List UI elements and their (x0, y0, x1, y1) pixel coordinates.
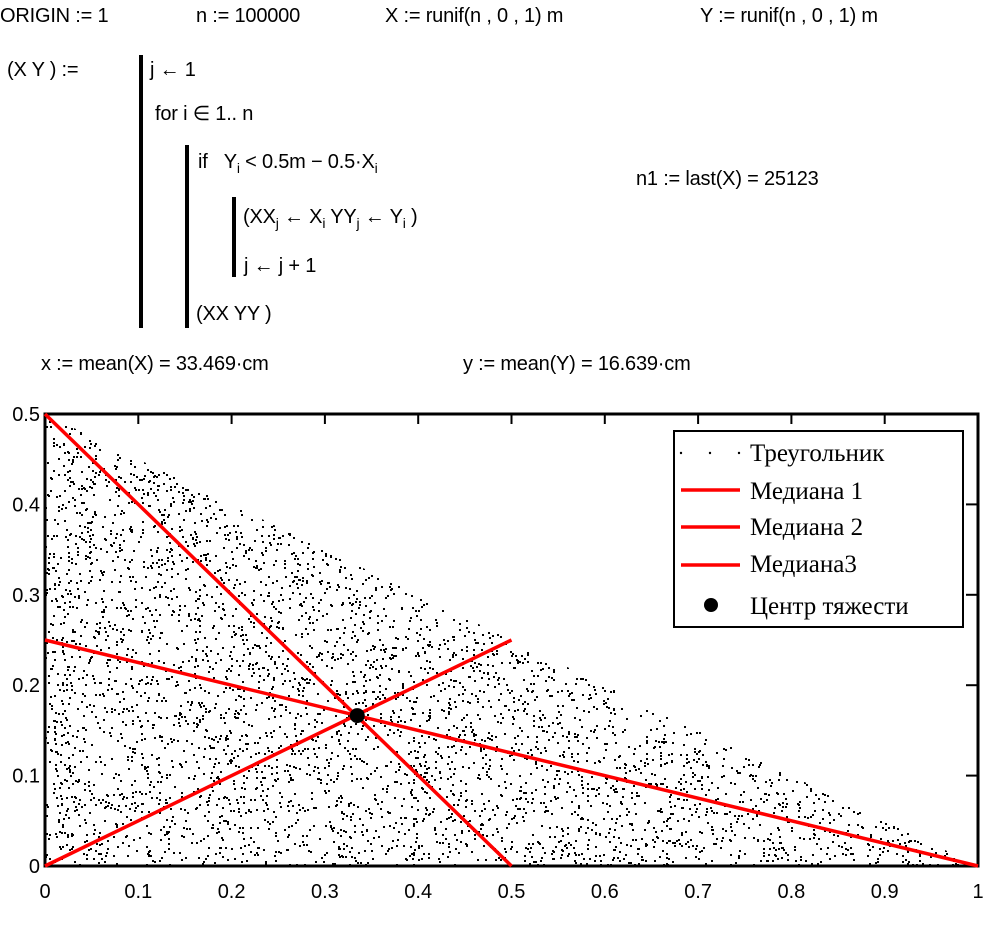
legend-label: Треугольник (750, 440, 885, 467)
filled-circle-icon (704, 598, 718, 612)
assign-y: ← Y (359, 206, 403, 228)
legend-item-centroid[interactable]: Центр тяжести (704, 593, 909, 620)
program-outer-bar (139, 55, 143, 328)
legend-box (673, 430, 964, 628)
program-line-assign[interactable]: (XXj ← Xi YYj ← Yi ) (243, 205, 418, 231)
y-tick-label: 0 (29, 856, 40, 878)
legend-label: Медиана 2 (750, 514, 863, 541)
program-line-increment[interactable]: j ← j + 1 (244, 255, 317, 277)
x-tick-label: 0.8 (777, 881, 805, 903)
x-tick-label: 1 (972, 881, 983, 903)
dot-icon (708, 451, 712, 455)
assign-yy-index: j (356, 215, 360, 231)
x-tick-label: 0.9 (871, 881, 899, 903)
x-definition[interactable]: X := runif(n , 0 , 1) m (385, 5, 564, 27)
y-definition[interactable]: Y := runif(n , 0 , 1) m (700, 5, 878, 27)
assign-xx-index: j (275, 215, 279, 231)
if-keyword: if (198, 151, 208, 173)
dot-icon (737, 451, 741, 455)
n-definition[interactable]: n := 100000 (196, 5, 301, 27)
y-axis-tick-labels: 0 0.1 0.2 0.3 0.4 0.5 (12, 404, 40, 878)
axis-ticks (44, 413, 979, 867)
program-if-body-bar (232, 197, 236, 277)
x-tick-label: 0.5 (498, 881, 526, 903)
program-line-return[interactable]: (XX YY ) (196, 303, 272, 325)
assign-yy: YY (325, 206, 357, 228)
if-cond-y-index: i (236, 160, 240, 176)
median-2-line (44, 638, 979, 868)
legend-item-median-2[interactable]: Медиана 2 (681, 514, 863, 541)
dot-icon (679, 451, 683, 455)
assign-y-index: i (402, 215, 406, 231)
legend-item-median-3[interactable]: Медиана3 (681, 551, 857, 578)
scatter-plot[interactable]: 0 0.1 0.2 0.3 0.4 0.5 0.6 0.7 0.8 0.9 1 0 0.1 0.2 0.3… (0, 404, 999, 921)
if-cond-y: Y (223, 151, 237, 173)
median-1-line (43, 412, 513, 868)
median-3-line (44, 638, 513, 868)
y-tick-label: 0.1 (12, 766, 40, 788)
if-cond-x-index: i (374, 160, 378, 176)
x-axis-tick-labels: 0 0.1 0.2 0.3 0.4 0.5 0.6 0.7 0.8 0.9 1 (39, 881, 983, 903)
program-line-if[interactable]: if Yi < 0.5m − 0.5·Xi (198, 150, 378, 176)
x-tick-label: 0.2 (218, 881, 246, 903)
center-of-gravity-marker (349, 708, 365, 724)
assign-close: ) (405, 206, 418, 228)
assign-x-index: i (322, 215, 326, 231)
x-tick-label: 0.4 (404, 881, 432, 903)
program-line-for[interactable]: for i ∈ 1.. n (155, 103, 254, 125)
program-line-init[interactable]: j ← 1 (150, 59, 196, 81)
legend[interactable]: Треугольник Медиана 1 Медиана 2 Медиана3… (673, 430, 964, 628)
x-tick-label: 0.3 (311, 881, 339, 903)
legend-label: Центр тяжести (750, 593, 909, 620)
legend-item-triangle[interactable]: Треугольник (679, 440, 885, 467)
x-tick-label: 0.6 (591, 881, 619, 903)
assign-xx: (XX (243, 206, 276, 228)
assign-x: ← X (278, 206, 323, 228)
y-tick-label: 0.2 (12, 675, 40, 697)
legend-label: Медиана3 (750, 551, 857, 578)
x-tick-label: 0.7 (684, 881, 712, 903)
x-tick-label: 0.1 (124, 881, 152, 903)
n1-result[interactable]: n1 := last(X) = 25123 (636, 168, 819, 190)
if-cond-rhs: < 0.5m − 0.5·X (239, 151, 375, 173)
y-tick-label: 0.4 (12, 494, 40, 516)
legend-item-median-1[interactable]: Медиана 1 (681, 478, 863, 505)
mean-y-result[interactable]: y := mean(Y) = 16.639·cm (463, 353, 691, 375)
y-tick-label: 0.3 (12, 585, 40, 607)
mean-x-result[interactable]: x := mean(X) = 33.469·cm (41, 353, 269, 375)
y-tick-label: 0.5 (12, 405, 40, 426)
origin-definition[interactable]: ORIGIN := 1 (0, 5, 109, 27)
legend-label: Медиана 1 (750, 478, 863, 505)
program-lhs[interactable]: (X Y ) := (7, 59, 79, 81)
x-tick-label: 0 (39, 881, 50, 903)
program-for-body-bar (185, 145, 189, 328)
